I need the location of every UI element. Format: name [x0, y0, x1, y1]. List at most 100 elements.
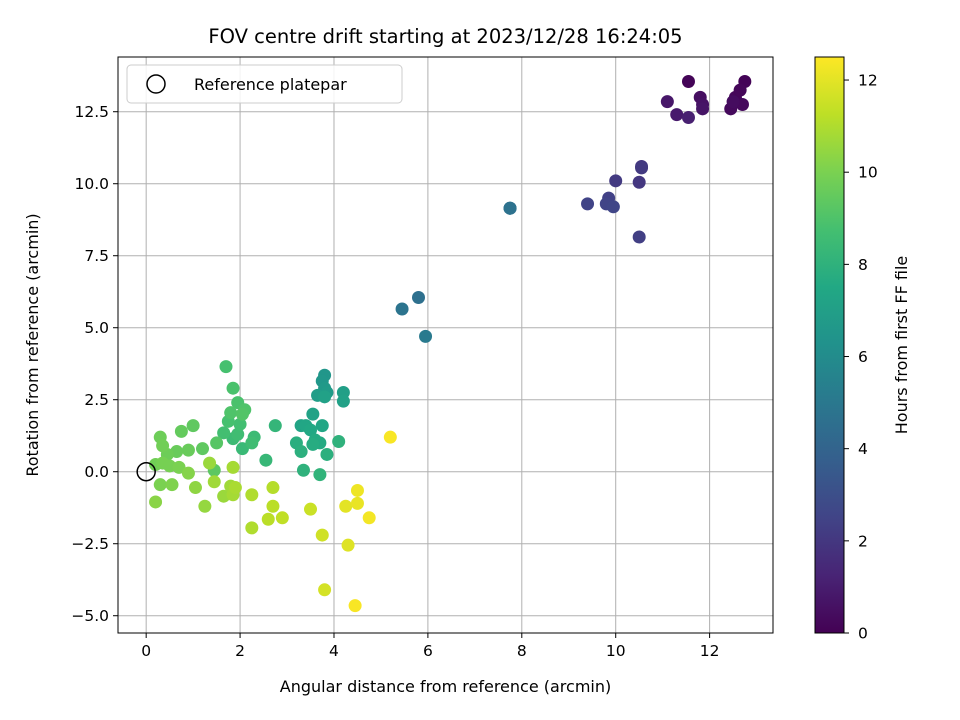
data-point — [318, 583, 332, 597]
data-point — [235, 442, 249, 456]
data-points — [149, 74, 752, 613]
data-point — [261, 512, 275, 526]
y-axis-ticks: −5.0 −2.5 0.0 2.5 5.0 7.5 10.0 12.5 — [71, 103, 118, 625]
y-tick-label: 5.0 — [84, 319, 109, 337]
x-tick-label: 10 — [606, 642, 626, 660]
data-point — [383, 430, 397, 444]
colorbar-tick-label: 8 — [858, 256, 868, 274]
legend-entry-reference-platepar: Reference platepar — [194, 75, 347, 94]
data-point — [268, 419, 282, 433]
data-point — [294, 445, 308, 459]
data-point — [231, 427, 245, 441]
data-point — [165, 478, 179, 492]
data-point — [348, 599, 362, 613]
data-point — [226, 460, 240, 474]
x-tick-label: 6 — [423, 642, 433, 660]
data-point — [156, 439, 170, 453]
chart-title: FOV centre drift starting at 2023/12/28 … — [208, 25, 682, 48]
data-point — [632, 175, 646, 189]
data-point — [235, 407, 249, 421]
data-point — [681, 110, 695, 124]
colorbar-tick-label: 12 — [858, 72, 878, 90]
data-point — [149, 495, 163, 509]
data-point — [219, 360, 233, 374]
colorbar-tick-label: 0 — [858, 625, 868, 643]
colorbar-gradient — [814, 56, 845, 634]
legend-box — [126, 64, 403, 104]
y-tick-label: 0.0 — [84, 463, 109, 481]
data-point — [245, 436, 259, 450]
colorbar-tick-label: 4 — [858, 440, 868, 458]
data-point — [315, 528, 329, 542]
legend-reference-marker — [146, 74, 166, 94]
data-point — [681, 74, 695, 88]
y-tick-label: 12.5 — [74, 103, 109, 121]
data-point — [733, 83, 747, 97]
y-axis-label: Rotation from reference (arcmin) — [23, 213, 42, 476]
data-point — [172, 460, 186, 474]
data-point — [296, 463, 310, 477]
data-point — [306, 407, 320, 421]
data-point — [245, 521, 259, 535]
data-point — [198, 499, 212, 513]
colorbar-label: Hours from first FF file — [892, 256, 911, 435]
colorbar-tick-label: 2 — [858, 532, 868, 550]
data-point — [224, 406, 238, 420]
x-axis-label: Angular distance from reference (arcmin) — [280, 677, 611, 696]
data-point — [304, 502, 318, 516]
x-tick-label: 4 — [329, 642, 339, 660]
data-point — [275, 511, 289, 525]
data-point — [670, 108, 684, 122]
data-point — [228, 481, 242, 495]
y-tick-label: 10.0 — [74, 175, 109, 193]
y-tick-label: −2.5 — [71, 535, 109, 553]
data-point — [332, 434, 346, 448]
legend: Reference platepar — [126, 64, 403, 104]
data-point — [266, 499, 280, 513]
data-point — [696, 102, 710, 116]
data-point — [581, 197, 595, 211]
data-point — [217, 426, 231, 440]
data-point — [362, 511, 376, 525]
data-point — [503, 201, 517, 215]
data-point — [266, 481, 280, 495]
data-point — [203, 456, 217, 470]
grid — [118, 57, 773, 633]
plot-area-frame — [117, 56, 774, 634]
data-point — [226, 381, 240, 395]
data-point — [350, 496, 364, 510]
x-tick-label: 2 — [235, 642, 245, 660]
data-point — [181, 466, 195, 480]
data-point — [207, 475, 221, 489]
data-point — [320, 447, 334, 461]
data-point — [196, 442, 210, 456]
data-point — [606, 200, 620, 214]
x-tick-label: 8 — [517, 642, 527, 660]
data-point — [336, 394, 350, 408]
colorbar-ticks: 0 2 4 6 8 10 12 — [844, 72, 878, 643]
y-tick-label: −5.0 — [71, 607, 109, 625]
data-point — [245, 488, 259, 502]
data-point — [350, 483, 364, 497]
colorbar-tick-label: 10 — [858, 164, 878, 182]
data-point — [315, 419, 329, 433]
data-point — [153, 478, 167, 492]
data-point — [304, 423, 318, 437]
x-tick-label: 0 — [141, 642, 151, 660]
data-point — [660, 95, 674, 109]
data-point — [318, 390, 332, 404]
data-point — [313, 468, 327, 482]
data-point — [632, 230, 646, 244]
data-point — [210, 436, 224, 450]
data-point — [186, 419, 200, 433]
reference-platepar-marker — [136, 461, 156, 482]
x-axis-ticks: 0 2 4 6 8 10 12 — [141, 633, 719, 660]
x-tick-label: 12 — [700, 642, 720, 660]
y-tick-label: 7.5 — [84, 247, 109, 265]
colorbar: 0 2 4 6 8 10 12 Hours from first FF file — [814, 56, 911, 643]
data-point — [635, 161, 649, 175]
data-point — [395, 302, 409, 316]
data-point — [174, 424, 188, 438]
y-tick-label: 2.5 — [84, 391, 109, 409]
